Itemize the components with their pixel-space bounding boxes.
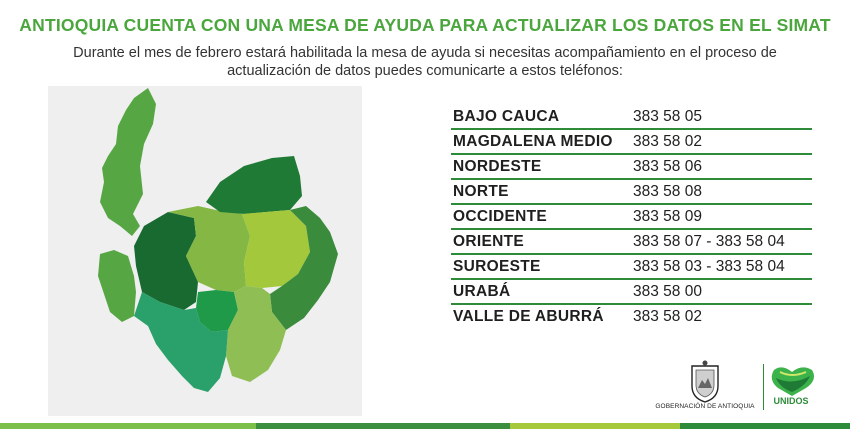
bottom-bar-segment — [256, 423, 510, 429]
subtitle-line-2: actualización de datos puedes comunicart… — [227, 63, 623, 79]
bottom-bar-segment — [510, 423, 680, 429]
region-name: BAJO CAUCA — [453, 108, 560, 125]
phone-number: 383 58 07 - 383 58 04 — [633, 233, 785, 250]
footer-logos: GOBERNACIÓN DE ANTIOQUIA UNIDOS — [650, 360, 830, 412]
map-region-uraba — [100, 88, 156, 236]
phone-number: 383 58 02 — [633, 133, 702, 150]
phone-row: VALLE DE ABURRÁ 383 58 02 — [451, 305, 812, 328]
map-region-norte — [168, 206, 250, 292]
antioquia-map — [48, 86, 362, 416]
region-name: VALLE DE ABURRÁ — [453, 308, 604, 325]
phone-row: OCCIDENTE 383 58 09 — [451, 205, 812, 230]
region-name: NORTE — [453, 183, 509, 200]
region-name: SUROESTE — [453, 258, 541, 275]
phone-row: ORIENTE 383 58 07 - 383 58 04 — [451, 230, 812, 255]
gobernacion-label: GOBERNACIÓN DE ANTIOQUIA — [655, 403, 755, 410]
region-name: URABÁ — [453, 283, 511, 300]
subtitle-line-1: Durante el mes de febrero estará habilit… — [73, 45, 777, 61]
map-region-oriente — [226, 286, 286, 382]
antioquia-map-illustration — [98, 88, 338, 392]
map-region-magdalena-medio — [270, 206, 338, 330]
gobernacion-shield-logo — [691, 360, 719, 403]
map-region-valle-de-aburra — [196, 290, 238, 332]
phone-row: NORTE 383 58 08 — [451, 180, 812, 205]
phone-row: URABÁ 383 58 00 — [451, 280, 812, 305]
unidos-label: UNIDOS — [773, 396, 809, 406]
map-region-nordeste — [242, 210, 310, 288]
phone-row: BAJO CAUCA 383 58 05 — [451, 105, 812, 130]
phone-number: 383 58 00 — [633, 283, 702, 300]
map-region-bajo-cauca — [206, 156, 302, 214]
phone-number: 383 58 08 — [633, 183, 702, 200]
map-region-uraba-south — [98, 250, 136, 322]
bottom-bar-segment — [0, 423, 256, 429]
phone-directory: BAJO CAUCA 383 58 05 MAGDALENA MEDIO 383… — [451, 105, 812, 328]
phone-row: MAGDALENA MEDIO 383 58 02 — [451, 130, 812, 155]
region-name: MAGDALENA MEDIO — [453, 133, 613, 150]
map-region-suroeste — [134, 292, 228, 392]
phone-number: 383 58 09 — [633, 208, 702, 225]
region-name: ORIENTE — [453, 233, 524, 250]
phone-number: 383 58 05 — [633, 108, 702, 125]
phone-row: NORDESTE 383 58 06 — [451, 155, 812, 180]
phone-number: 383 58 06 — [633, 158, 702, 175]
phone-row: SUROESTE 383 58 03 - 383 58 04 — [451, 255, 812, 280]
unidos-heart-logo — [771, 367, 814, 396]
page-subtitle: Durante el mes de febrero estará habilit… — [40, 44, 810, 80]
region-name: OCCIDENTE — [453, 208, 547, 225]
logo-divider — [763, 364, 764, 410]
bottom-color-bar — [0, 423, 850, 429]
phone-number: 383 58 02 — [633, 308, 702, 325]
bottom-bar-segment — [680, 423, 850, 429]
phone-number: 383 58 03 - 383 58 04 — [633, 258, 785, 275]
page-title: ANTIOQUIA CUENTA CON UNA MESA DE AYUDA P… — [19, 15, 831, 35]
map-region-occidente — [134, 212, 198, 310]
region-name: NORDESTE — [453, 158, 542, 175]
